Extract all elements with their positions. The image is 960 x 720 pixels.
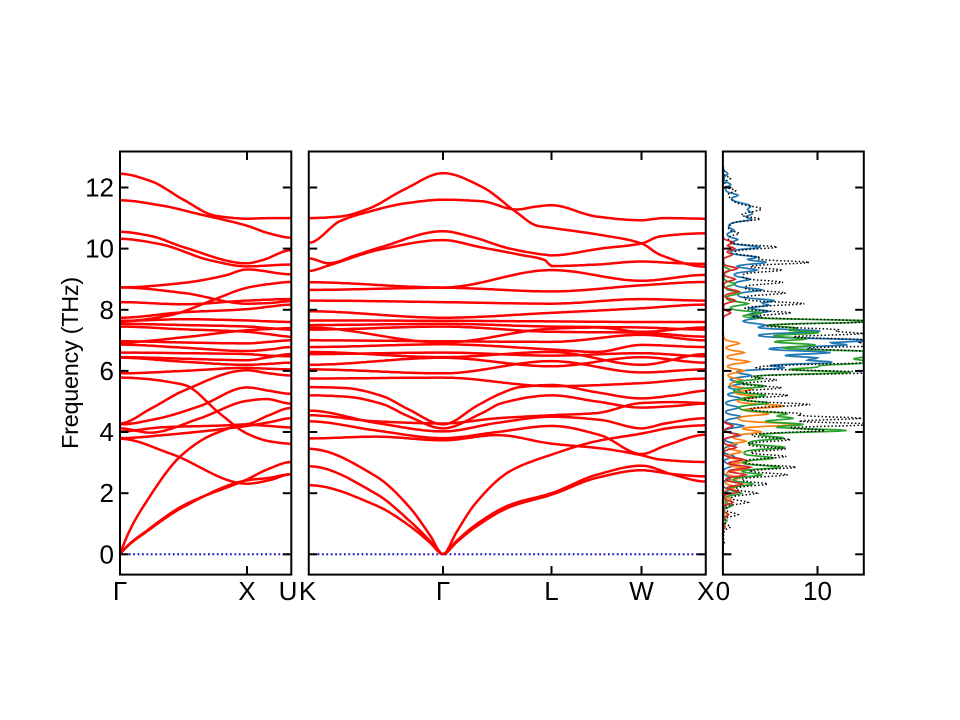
svg-text:Γ: Γ: [113, 576, 127, 606]
svg-text:0: 0: [100, 539, 114, 569]
svg-text:L: L: [544, 576, 558, 606]
svg-text:K: K: [299, 576, 317, 606]
svg-text:4: 4: [100, 417, 114, 447]
svg-text:0: 0: [716, 576, 730, 606]
svg-text:10: 10: [85, 234, 114, 264]
svg-text:U: U: [279, 576, 298, 606]
svg-text:2: 2: [100, 478, 114, 508]
svg-text:12: 12: [85, 173, 114, 203]
svg-text:X: X: [697, 576, 714, 606]
svg-text:X: X: [238, 576, 255, 606]
svg-text:10: 10: [803, 576, 832, 606]
svg-text:8: 8: [100, 295, 114, 325]
svg-text:W: W: [629, 576, 654, 606]
svg-text:6: 6: [100, 356, 114, 386]
svg-text:Γ: Γ: [436, 576, 450, 606]
svg-text:Frequency (THz): Frequency (THz): [57, 277, 83, 449]
